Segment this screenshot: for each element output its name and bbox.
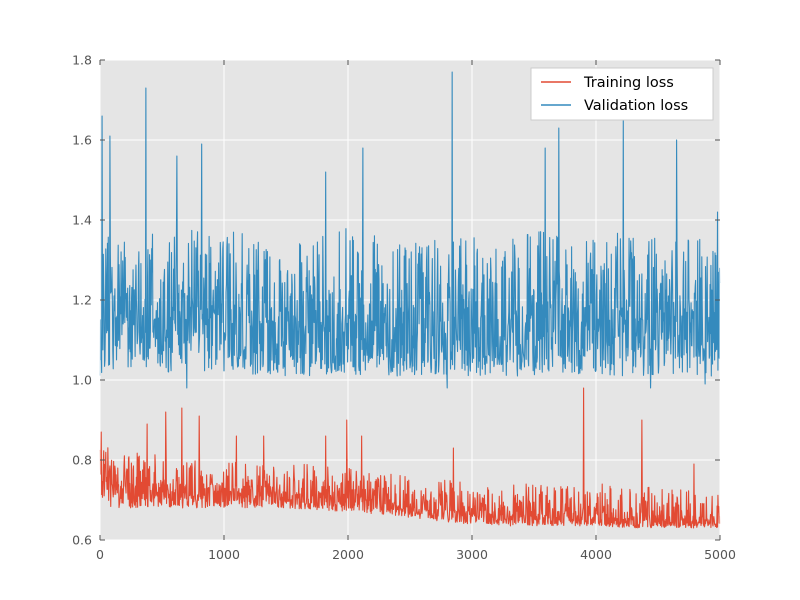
x-tick-label: 2000 (332, 547, 364, 562)
axis-ticks: 0 1000 2000 3000 4000 5000 0.6 0.8 1.0 1.2 1.4 1.6 1… (72, 53, 736, 563)
legend-label: Validation loss (584, 98, 688, 114)
y-tick-label: 0.8 (72, 453, 92, 468)
y-tick-label: 1.6 (72, 133, 92, 148)
legend-label: Training loss (583, 75, 674, 91)
legend: Training loss Validation loss (530, 67, 714, 121)
x-tick-label: 3000 (456, 547, 488, 562)
y-tick-label: 1.4 (72, 213, 92, 228)
x-tick-label: 0 (96, 547, 104, 562)
y-tick-label: 0.6 (72, 533, 92, 548)
y-tick-label: 1.8 (72, 53, 92, 68)
x-tick-label: 4000 (580, 547, 612, 562)
training-loss-line (99, 387, 721, 529)
y-tick-label: 1.0 (72, 373, 92, 388)
validation-loss-line (99, 71, 721, 389)
x-tick-label: 1000 (208, 547, 240, 562)
y-tick-label: 1.2 (72, 293, 92, 308)
series-layer (99, 71, 721, 529)
legend-box (530, 67, 714, 121)
x-tick-label: 5000 (704, 547, 736, 562)
